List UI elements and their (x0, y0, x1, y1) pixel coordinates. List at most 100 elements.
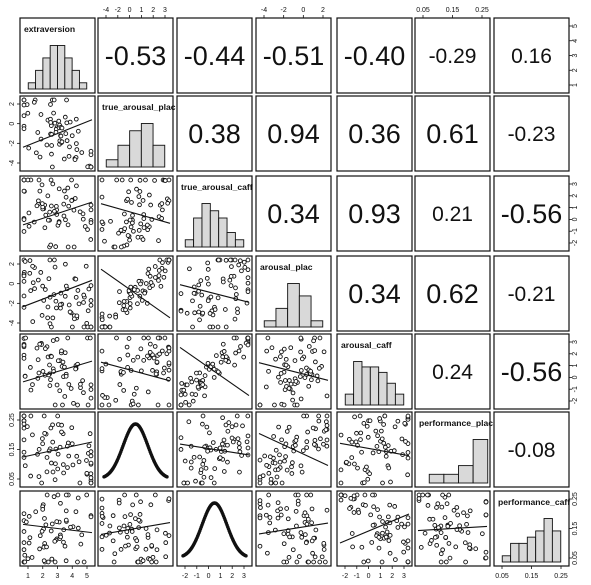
scatter-point-r4-c3-48 (281, 402, 287, 408)
histogram-bar-arousal_caff-5 (386, 382, 396, 406)
bottom-tick-label-c2-0: -2 (182, 573, 188, 580)
right-tick-label-r6-0: 0.05 (572, 551, 579, 565)
scatter-point-r6-c5-68 (435, 501, 441, 507)
scatter-point-r2-c0-20 (48, 177, 54, 183)
right-tick-label-r2-4: 2 (572, 194, 579, 198)
scatter-point-r5-c0-41 (55, 451, 61, 457)
bottom-tick-label-c0-2: 3 (56, 573, 60, 580)
scatter-point-r6-c3-57 (293, 508, 299, 514)
correlation-value-r1-c3: 0.94 (267, 119, 320, 149)
scatter-point-r4-c0-63 (23, 335, 28, 341)
scatter-point-r5-c2-56 (245, 433, 251, 439)
scatter-point-r5-c3-57 (293, 438, 299, 443)
scatter-point-r5-c4-20 (338, 432, 344, 438)
scatter-point-r6-c3-29 (257, 498, 263, 503)
scatter-point-r4-c0-45 (60, 402, 65, 408)
scatter-point-r6-c0-2 (61, 539, 66, 545)
scatter-point-r6-c0-37 (25, 556, 31, 562)
scatter-point-r6-c4-55 (370, 492, 375, 498)
scatter-point-r1-c0-25 (21, 97, 27, 103)
scatter-point-r3-c2-4 (222, 307, 228, 312)
scatter-point-r5-c4-42 (403, 439, 408, 444)
scatter-point-r4-c2-11 (186, 402, 192, 408)
scatter-point-r2-c1-64 (143, 177, 148, 183)
scatter-point-r6-c5-42 (438, 559, 444, 565)
scatter-point-r6-c1-14 (153, 559, 159, 565)
scatter-point-r3-c0-39 (30, 263, 35, 269)
scatter-point-r5-c4-69 (364, 464, 369, 470)
scatter-point-r4-c2-29 (194, 370, 199, 376)
scatter-point-r5-c3-41 (299, 469, 305, 475)
scatter-point-r4-c1-13 (99, 348, 105, 354)
scatter-point-r3-c0-0 (47, 257, 53, 263)
scatter-point-r1-c0-30 (64, 97, 69, 103)
scatter-point-r4-c0-37 (35, 357, 41, 363)
scatter-point-r1-c0-35 (44, 142, 50, 148)
scatter-point-r4-c0-51 (48, 377, 53, 383)
scatter-point-r4-c0-43 (49, 354, 54, 359)
scatter-point-r4-c1-27 (150, 368, 155, 373)
scatter-point-r3-c2-66 (199, 292, 205, 298)
scatter-point-r4-c0-11 (43, 346, 48, 352)
scatter-point-r2-c1-21 (140, 198, 146, 203)
scatter-point-r4-c2-68 (195, 384, 201, 390)
scatter-point-r4-c2-47 (238, 344, 243, 349)
scatter-point-r5-c4-46 (338, 480, 344, 486)
scatter-point-r5-c3-66 (293, 442, 298, 448)
scatter-point-r4-c1-29 (146, 335, 151, 341)
histogram-bar-arousal_caff-4 (378, 371, 388, 406)
scatter-point-r4-c1-10 (136, 402, 141, 408)
left-tick-label-r5-2: 0.25 (9, 413, 16, 427)
scatter-point-r6-c4-63 (379, 559, 385, 565)
scatter-point-r5-c0-24 (88, 471, 94, 477)
scatter-point-r2-c0-19 (26, 223, 32, 229)
fit-line-r6-c3 (258, 522, 329, 535)
scatter-point-r6-c0-31 (63, 492, 69, 498)
scatter-point-r3-c1-47 (143, 281, 149, 286)
scatter-point-r4-c3-3 (276, 374, 281, 380)
scatter-point-r5-c4-57 (347, 436, 352, 442)
correlation-value-r2-c5: 0.21 (432, 203, 473, 226)
scatter-point-r5-c4-36 (352, 414, 357, 420)
scatter-point-r5-c4-24 (405, 455, 411, 461)
scatter-point-r6-c3-52 (304, 521, 310, 527)
scatter-point-r3-c0-63 (67, 309, 73, 315)
scatter-point-r5-c2-41 (233, 422, 239, 428)
scatter-point-r6-c5-25 (461, 510, 466, 516)
scatter-point-r6-c0-63 (23, 519, 29, 525)
scatter-point-r4-c2-21 (178, 392, 184, 398)
histogram-bar-true_arousal_caff-4 (218, 217, 228, 248)
scatter-point-r3-c2-12 (227, 277, 233, 283)
scatter-point-r4-c3-2 (264, 348, 270, 354)
scatter-point-r6-c1-69 (111, 559, 117, 565)
scatter-point-r6-c5-31 (446, 541, 452, 546)
scatter-point-r6-c4-34 (386, 538, 392, 543)
scatter-point-r6-c3-67 (281, 559, 287, 565)
scatter-point-r5-c3-22 (301, 413, 306, 419)
scatter-point-r6-c5-61 (430, 516, 436, 522)
scatter-point-r5-c2-15 (207, 430, 212, 436)
scatter-point-r6-c0-67 (58, 534, 63, 540)
scatter-point-r5-c3-1 (324, 437, 330, 443)
scatter-point-r6-c1-34 (124, 534, 130, 540)
scatter-point-r5-c0-7 (55, 466, 61, 472)
scatter-point-r4-c3-20 (297, 374, 303, 379)
scatter-point-r4-c3-26 (298, 349, 303, 355)
scatter-point-r5-c2-34 (188, 465, 194, 471)
scatter-point-r6-c5-24 (479, 531, 485, 537)
diagonal-label-arousal_plac: arousal_plac (260, 262, 313, 272)
scatter-point-r3-c2-58 (245, 257, 251, 263)
scatter-point-r5-c0-37 (84, 470, 90, 476)
scatter-point-r6-c1-43 (99, 514, 105, 519)
scatter-point-r4-c1-32 (131, 391, 137, 397)
panel-frame-r2-c6 (493, 175, 570, 252)
panel-frame-r3-c5 (414, 255, 491, 332)
scatter-point-r5-c0-14 (84, 458, 89, 463)
scatter-point-r5-c4-67 (391, 448, 397, 454)
right-tick-label-r4-0: -2 (572, 398, 579, 404)
scatter-point-r4-c1-28 (125, 352, 131, 358)
histogram-bar-extraversion-7 (78, 82, 88, 90)
scatter-point-r6-c5-56 (434, 505, 439, 510)
scatter-point-r5-c2-61 (225, 442, 230, 448)
scatter-point-r1-c0-62 (72, 157, 78, 162)
